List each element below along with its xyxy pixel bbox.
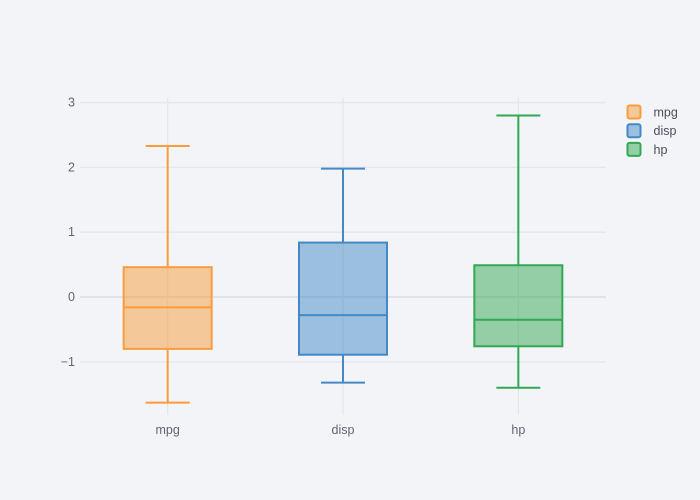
- legend-item-disp[interactable]: disp: [626, 123, 677, 139]
- box-trace-mpg[interactable]: [122, 144, 213, 404]
- x-tick-label-hp: hp: [511, 423, 525, 437]
- x-tick-label-mpg: mpg: [156, 423, 180, 437]
- y-tick-label: 3: [68, 96, 75, 110]
- y-tick-label: 2: [68, 160, 75, 174]
- legend-swatch-disp[interactable]: [626, 123, 642, 139]
- box-disp[interactable]: [298, 241, 388, 356]
- legend-item-hp[interactable]: hp: [626, 141, 668, 157]
- y-tick-label: 0: [68, 290, 75, 304]
- legend-item-mpg[interactable]: mpg: [626, 104, 678, 120]
- y-tick-label: −1: [61, 355, 75, 369]
- legend-swatch-mpg[interactable]: [626, 104, 642, 120]
- legend-swatch-hp[interactable]: [626, 141, 642, 157]
- box-hp[interactable]: [473, 264, 564, 348]
- y-tick-label: 1: [68, 225, 75, 239]
- box-trace-disp[interactable]: [298, 167, 388, 384]
- box-trace-hp[interactable]: [473, 114, 564, 389]
- legend-label-hp[interactable]: hp: [654, 143, 668, 157]
- legend-label-mpg[interactable]: mpg: [654, 106, 678, 120]
- x-tick-label-disp: disp: [332, 423, 355, 437]
- legend-label-disp[interactable]: disp: [654, 124, 677, 138]
